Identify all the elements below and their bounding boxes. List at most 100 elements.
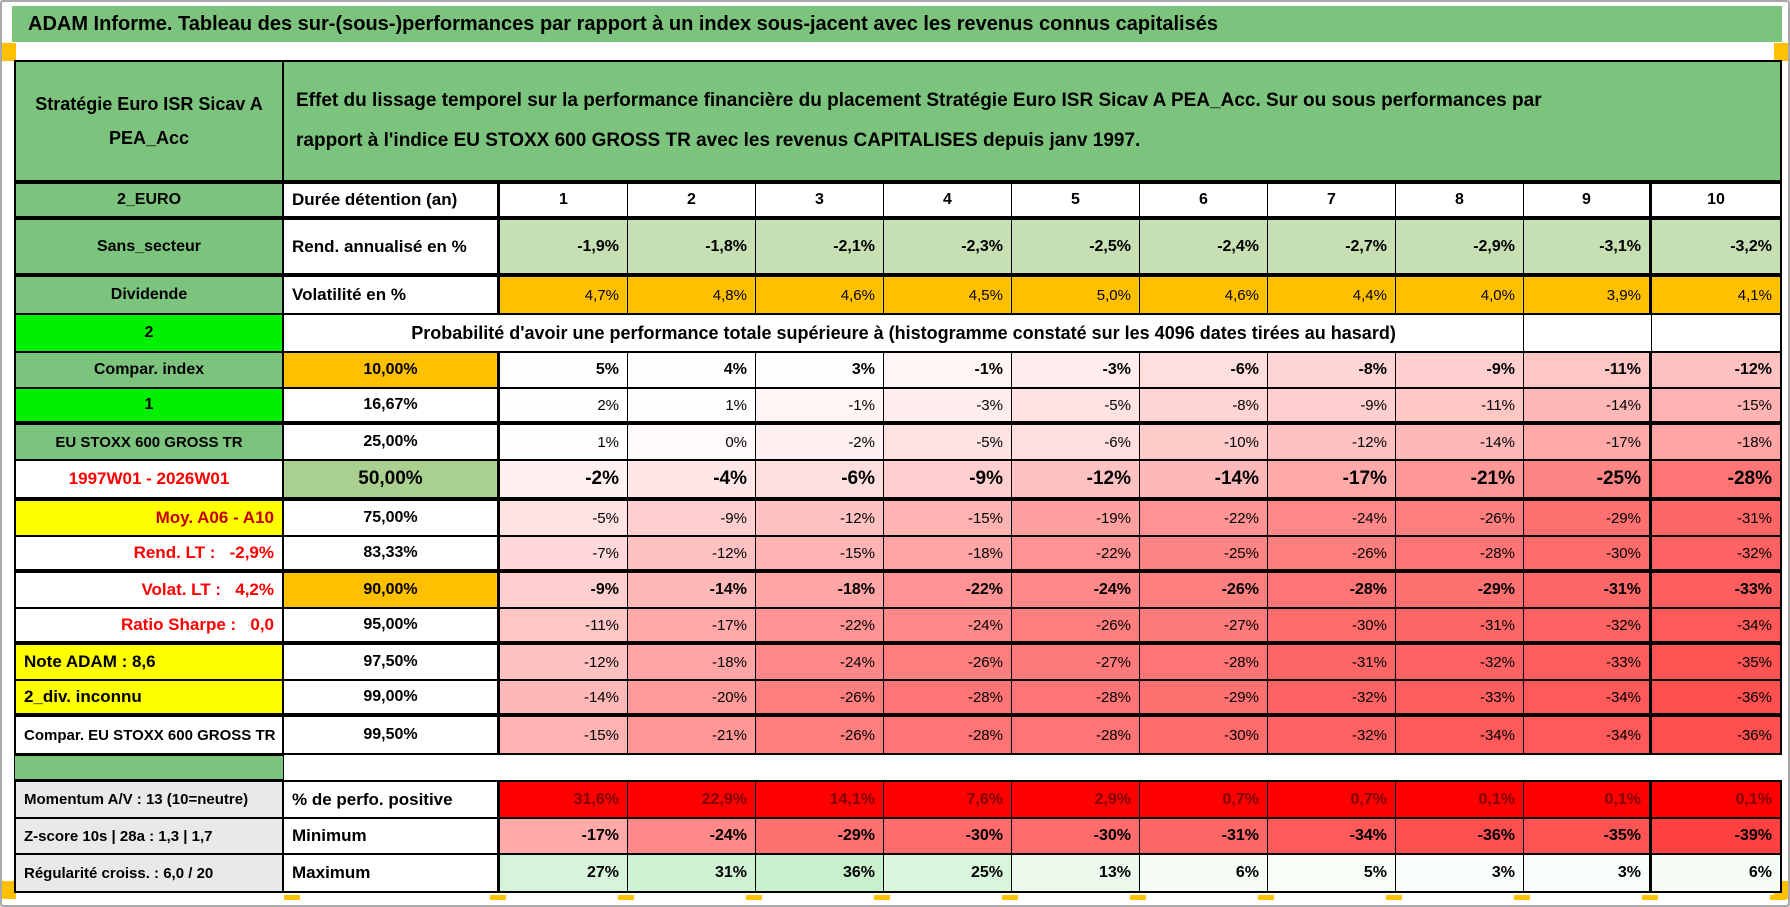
data-cell[interactable]: -9%	[628, 501, 756, 535]
data-cell[interactable]: -24%	[756, 645, 884, 679]
data-cell[interactable]: 6%	[1140, 855, 1268, 891]
data-cell[interactable]: 4,8%	[628, 277, 756, 313]
data-cell[interactable]: -29%	[1140, 681, 1268, 713]
data-cell[interactable]: -31%	[1524, 573, 1652, 607]
data-cell[interactable]: -11%	[1396, 389, 1524, 421]
data-cell[interactable]: -1,9%	[500, 220, 628, 273]
header-cell[interactable]: Effet du lissage temporel sur la perform…	[284, 62, 1780, 180]
data-cell[interactable]: -28%	[884, 681, 1012, 713]
data-cell[interactable]: 4	[884, 184, 1012, 216]
data-cell[interactable]: 25%	[884, 855, 1012, 891]
quantile-cell[interactable]: 10,00%	[284, 353, 500, 387]
data-cell[interactable]: -20%	[628, 681, 756, 713]
data-cell[interactable]: -2,3%	[884, 220, 1012, 273]
data-cell[interactable]: -28%	[1012, 717, 1140, 753]
data-cell[interactable]: -31%	[1652, 501, 1780, 535]
data-cell[interactable]: 4,0%	[1396, 277, 1524, 313]
data-cell[interactable]: -36%	[1396, 819, 1524, 853]
data-cell[interactable]: -12%	[756, 501, 884, 535]
data-cell[interactable]: -36%	[1652, 717, 1780, 753]
data-cell[interactable]: 1	[500, 184, 628, 216]
data-cell[interactable]: -36%	[1652, 681, 1780, 713]
data-cell[interactable]: -24%	[628, 819, 756, 853]
data-cell[interactable]: -17%	[1268, 461, 1396, 497]
data-cell[interactable]: 0,1%	[1396, 782, 1524, 817]
data-cell[interactable]: -14%	[1140, 461, 1268, 497]
data-cell[interactable]: -5%	[884, 425, 1012, 459]
data-cell[interactable]: -1%	[756, 389, 884, 421]
data-cell[interactable]: -39%	[1652, 819, 1780, 853]
data-cell[interactable]: 4,1%	[1652, 277, 1780, 313]
data-cell[interactable]: -6%	[1012, 425, 1140, 459]
quantile-cell[interactable]: 75,00%	[284, 501, 500, 535]
data-cell[interactable]: -28%	[1268, 573, 1396, 607]
data-cell[interactable]: -9%	[1396, 353, 1524, 387]
row-header-cell[interactable]: Z-score 10s | 28a : 1,3 | 1,7	[16, 819, 284, 853]
data-cell[interactable]: -28%	[1652, 461, 1780, 497]
row-header-cell[interactable]: 2_div. inconnu	[16, 681, 284, 713]
quantile-cell[interactable]: 99,00%	[284, 681, 500, 713]
data-cell[interactable]: -12%	[1268, 425, 1396, 459]
data-cell[interactable]: -25%	[1524, 461, 1652, 497]
data-cell[interactable]: 4,5%	[884, 277, 1012, 313]
data-cell[interactable]: -11%	[1524, 353, 1652, 387]
data-cell[interactable]: -35%	[1524, 819, 1652, 853]
data-cell[interactable]: 2%	[500, 389, 628, 421]
row-header-cell[interactable]: 2_EURO	[16, 184, 284, 216]
data-cell[interactable]: -12%	[1012, 461, 1140, 497]
data-cell[interactable]: -34%	[1268, 819, 1396, 853]
quantile-cell[interactable]: 99,50%	[284, 717, 500, 753]
data-cell[interactable]: -3,2%	[1652, 220, 1780, 273]
data-cell[interactable]: 4%	[628, 353, 756, 387]
row-header-cell[interactable]: Moy. A06 - A10	[16, 501, 284, 535]
data-cell[interactable]: -14%	[628, 573, 756, 607]
data-cell[interactable]: -22%	[1140, 501, 1268, 535]
data-cell[interactable]: -5%	[500, 501, 628, 535]
data-cell[interactable]: -1%	[884, 353, 1012, 387]
data-cell[interactable]: -27%	[1012, 645, 1140, 679]
data-cell[interactable]: -27%	[1140, 609, 1268, 641]
data-cell[interactable]: -26%	[756, 681, 884, 713]
data-cell[interactable]: -14%	[1396, 425, 1524, 459]
data-cell[interactable]: -2%	[756, 425, 884, 459]
row-header-cell[interactable]: Régularité croiss. : 6,0 / 20	[16, 855, 284, 891]
data-cell[interactable]: 31,6%	[500, 782, 628, 817]
row-header-cell[interactable]: 1	[16, 389, 284, 421]
data-cell[interactable]: -22%	[756, 609, 884, 641]
data-cell[interactable]: 1%	[628, 389, 756, 421]
data-cell[interactable]: -8%	[1268, 353, 1396, 387]
data-cell[interactable]: 4,7%	[500, 277, 628, 313]
data-cell[interactable]	[1652, 315, 1780, 351]
data-cell[interactable]: -26%	[1012, 609, 1140, 641]
data-cell[interactable]: -32%	[1396, 645, 1524, 679]
data-cell[interactable]: 2	[628, 184, 756, 216]
data-cell[interactable]: -5%	[1012, 389, 1140, 421]
data-cell[interactable]: -15%	[884, 501, 1012, 535]
data-cell[interactable]: -18%	[756, 573, 884, 607]
data-cell[interactable]: -28%	[1396, 537, 1524, 569]
data-cell[interactable]: 10	[1652, 184, 1780, 216]
data-cell[interactable]: 0%	[628, 425, 756, 459]
data-cell[interactable]: -31%	[1268, 645, 1396, 679]
data-cell[interactable]: -17%	[1524, 425, 1652, 459]
data-cell[interactable]: -30%	[1140, 717, 1268, 753]
data-cell[interactable]: 3,9%	[1524, 277, 1652, 313]
data-cell[interactable]: 36%	[756, 855, 884, 891]
data-cell[interactable]: -24%	[1012, 573, 1140, 607]
data-cell[interactable]: 31%	[628, 855, 756, 891]
row-label-cell[interactable]: Minimum	[284, 819, 500, 853]
row-label-cell[interactable]: Volatilité en %	[284, 277, 500, 313]
data-cell[interactable]: 4,6%	[756, 277, 884, 313]
quantile-cell[interactable]: 83,33%	[284, 537, 500, 569]
row-label-cell[interactable]: Durée détention (an)	[284, 184, 500, 216]
data-cell[interactable]: -26%	[884, 645, 1012, 679]
data-cell[interactable]: -9%	[500, 573, 628, 607]
data-cell[interactable]: -26%	[1140, 573, 1268, 607]
data-cell[interactable]: 0,7%	[1268, 782, 1396, 817]
data-cell[interactable]: -14%	[500, 681, 628, 713]
quantile-cell[interactable]: 16,67%	[284, 389, 500, 421]
data-cell[interactable]: -10%	[1140, 425, 1268, 459]
data-cell[interactable]: -28%	[884, 717, 1012, 753]
data-cell[interactable]: -2%	[500, 461, 628, 497]
data-cell[interactable]: -24%	[1268, 501, 1396, 535]
